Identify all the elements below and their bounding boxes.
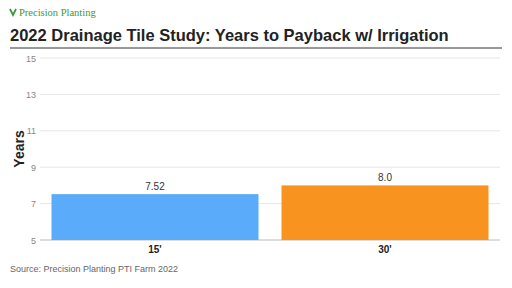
y-tick-label: 7 — [31, 199, 36, 209]
grid-line — [40, 58, 500, 59]
logo: Precision Planting — [10, 7, 96, 18]
data-label: 7.52 — [145, 181, 165, 192]
bars — [52, 185, 489, 240]
logo-icon — [10, 9, 16, 15]
data-label: 8.0 — [378, 172, 392, 183]
y-tick-label: 9 — [31, 163, 36, 173]
x-tick-label: 30' — [378, 244, 392, 255]
y-tick-label: 13 — [26, 90, 36, 100]
y-axis-label: Years — [11, 130, 27, 168]
grid-line — [40, 94, 500, 95]
y-tick-label: 11 — [27, 126, 36, 136]
title: 2022 Drainage Tile Study: Years to Payba… — [10, 26, 449, 44]
y-tick-label: 5 — [31, 236, 36, 246]
title-rule — [10, 48, 502, 49]
grid-line — [40, 130, 500, 131]
source: Source: Precision Planting PTI Farm 2022 — [10, 264, 178, 274]
bar — [52, 194, 259, 240]
chart: Precision Planting 2022 Drainage Tile Stu… — [0, 0, 512, 288]
y-tick-label: 15 — [26, 54, 36, 64]
brand: Precision Planting — [19, 7, 96, 18]
grid-line — [40, 167, 500, 168]
x-tick-label: 15' — [148, 244, 162, 255]
bar — [282, 185, 489, 240]
